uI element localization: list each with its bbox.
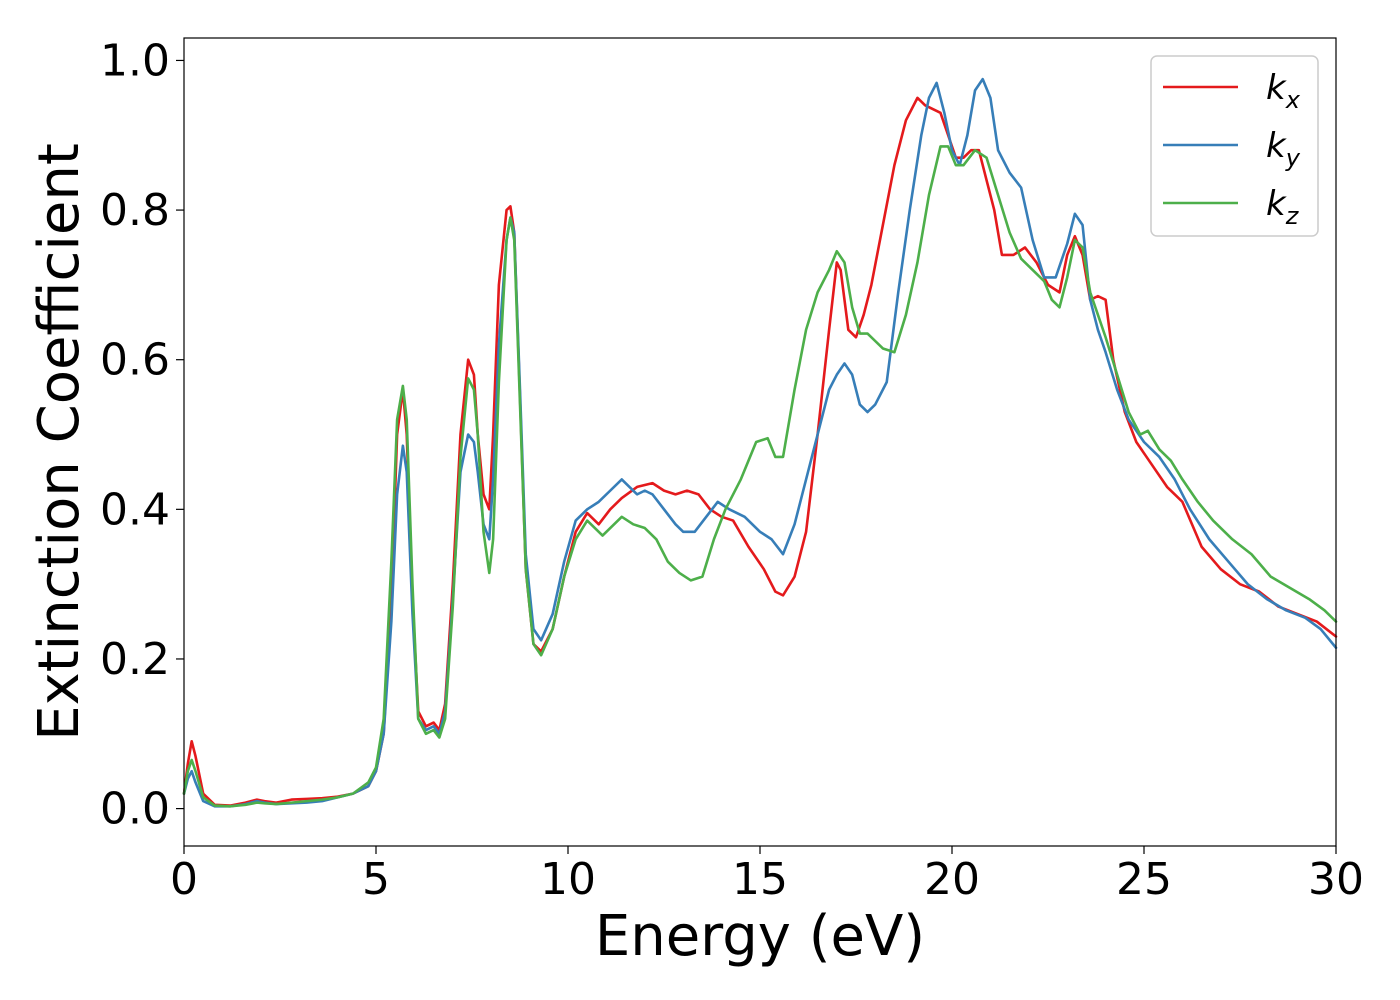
y-tick-label: 0.0 <box>100 784 170 835</box>
series-line-kz <box>182 145 1338 808</box>
x-axis: 0 5 10 15 20 25 30 <box>170 846 1364 905</box>
x-tick-label: 5 <box>362 854 390 905</box>
y-tick-label: 0.2 <box>100 634 170 685</box>
y-axis-title: Extinction Coefficient <box>27 143 92 741</box>
x-tick-label: 0 <box>170 854 198 905</box>
y-tick-label: 0.6 <box>100 335 170 386</box>
legend: kx ky kz <box>1150 55 1319 237</box>
x-tick-label: 10 <box>540 854 596 905</box>
x-tick-label: 25 <box>1116 854 1172 905</box>
legend-label-kx: kx <box>1266 68 1301 114</box>
x-axis-title: Energy (eV) <box>595 904 925 969</box>
y-axis: 0.0 0.2 0.4 0.6 0.8 1.0 <box>100 35 184 835</box>
legend-label-ky: ky <box>1266 126 1301 172</box>
x-tick-label: 15 <box>732 854 788 905</box>
y-tick-label: 1.0 <box>100 35 170 86</box>
series-layer <box>182 77 1338 808</box>
y-tick-label: 0.4 <box>100 484 170 535</box>
series-line-ky <box>182 77 1338 808</box>
legend-label-kz: kz <box>1266 184 1300 230</box>
x-tick-label: 20 <box>924 854 980 905</box>
x-tick-label: 30 <box>1308 854 1364 905</box>
y-tick-label: 0.8 <box>100 185 170 236</box>
